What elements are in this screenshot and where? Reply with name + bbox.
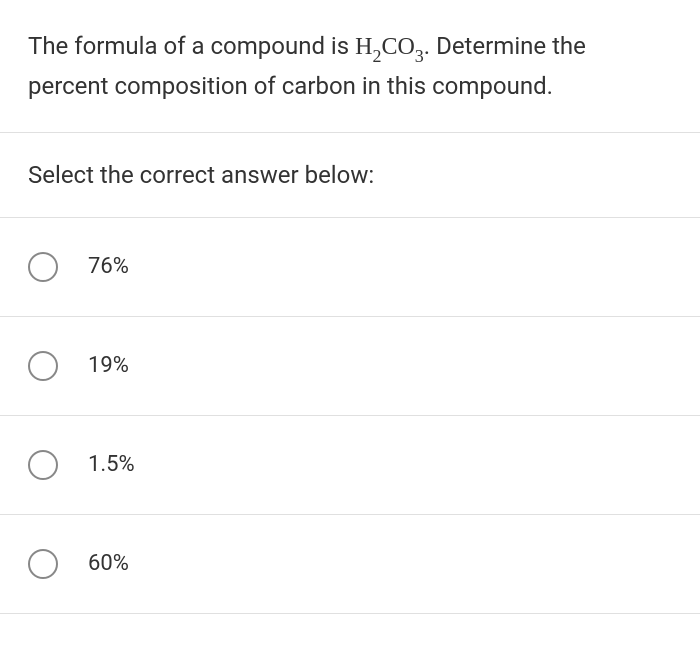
radio-icon [28,549,58,579]
radio-icon [28,351,58,381]
option-label: 76% [88,254,129,279]
chemical-formula: H2CO3 [355,34,424,60]
option-label: 60% [88,551,129,576]
radio-icon [28,450,58,480]
radio-icon [28,252,58,282]
option-label: 19% [88,353,129,378]
option-label: 1.5% [88,452,135,477]
option-row-0[interactable]: 76% [0,218,700,317]
prompt-block: Select the correct answer below: [0,133,700,218]
option-row-2[interactable]: 1.5% [0,416,700,515]
question-text-before: The formula of a compound is [28,32,355,60]
option-row-3[interactable]: 60% [0,515,700,614]
question-text: The formula of a compound is H2CO3. Dete… [28,28,672,104]
prompt-text: Select the correct answer below: [28,161,672,189]
option-row-1[interactable]: 19% [0,317,700,416]
question-block: The formula of a compound is H2CO3. Dete… [0,0,700,133]
